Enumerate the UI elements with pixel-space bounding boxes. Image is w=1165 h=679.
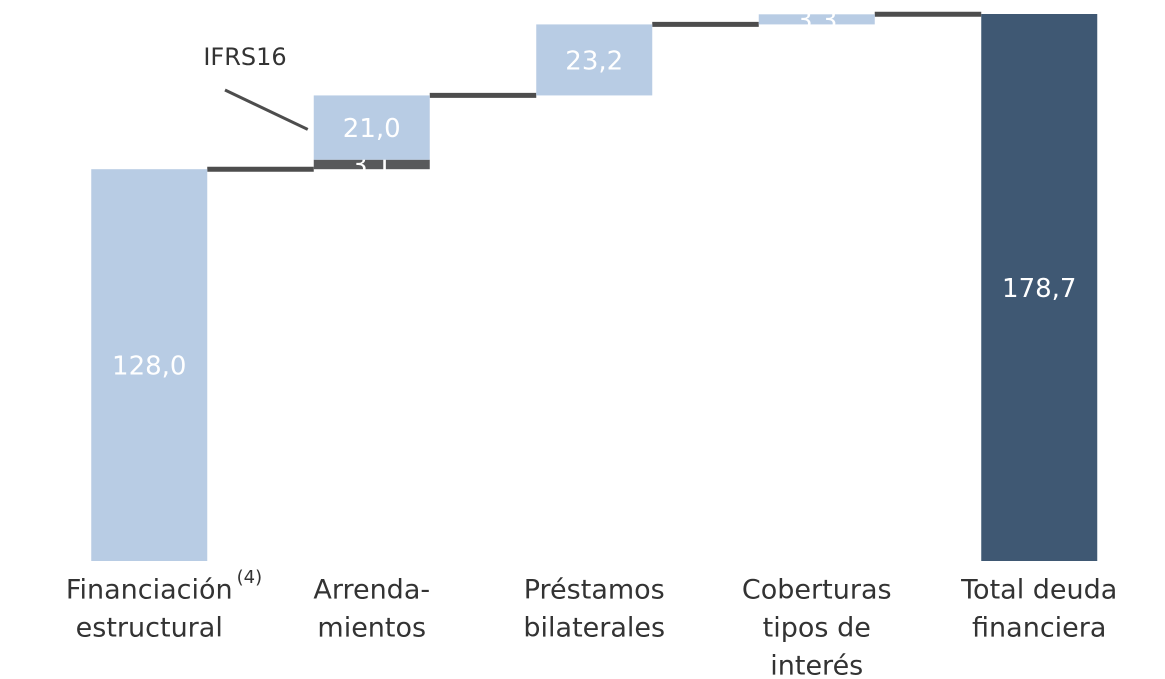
x-tick-label: estructural	[76, 613, 223, 644]
x-tick-label: financiera	[972, 613, 1106, 644]
x-tick-label: Préstamos	[524, 575, 665, 606]
value-label: 178,7	[1002, 274, 1076, 304]
x-tick-label: Total deuda	[960, 575, 1117, 606]
category-superscript: (4)	[237, 567, 263, 588]
x-tick-label: bilaterales	[523, 613, 665, 644]
bar	[758, 14, 875, 25]
bar	[91, 169, 208, 561]
bar	[536, 24, 653, 96]
x-tick-label: tipos de	[763, 613, 871, 644]
x-tick-label: interés	[770, 651, 863, 679]
bar	[313, 159, 430, 170]
bar	[313, 95, 430, 160]
bar	[981, 14, 1098, 561]
x-tick-label: mientos	[317, 613, 426, 644]
value-label: 128,0	[112, 352, 186, 382]
value-label: 23,2	[565, 46, 623, 76]
annotation-line	[224, 88, 309, 131]
value-label: 3,3	[796, 6, 837, 36]
x-tick-label: Arrenda-	[313, 575, 430, 606]
value-label: 21,0	[343, 114, 401, 144]
annotation: IFRS16	[203, 43, 286, 71]
x-tick-label: Coberturas	[742, 575, 892, 606]
x-tick-label: Financiación	[66, 575, 233, 606]
